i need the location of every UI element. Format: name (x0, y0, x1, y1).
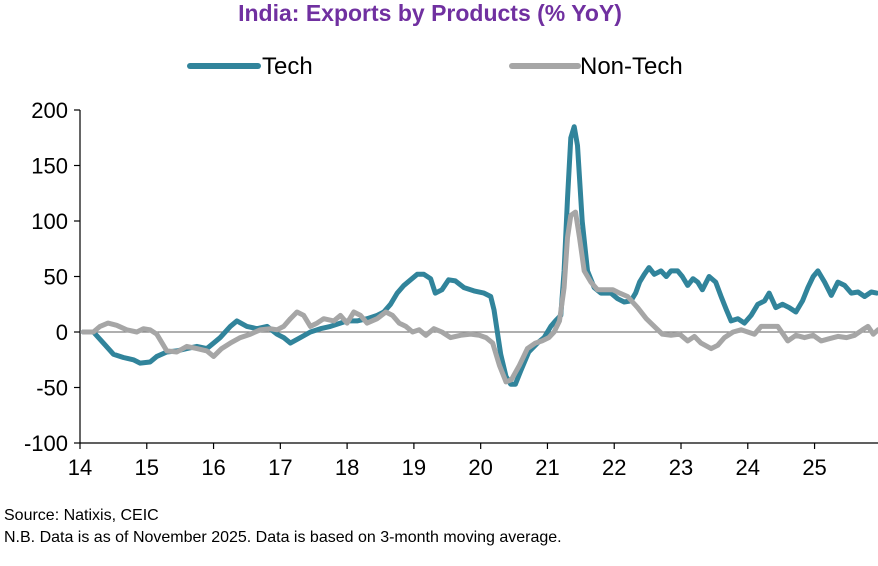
x-tick-label: 24 (736, 455, 760, 480)
y-tick-label: 0 (56, 320, 68, 345)
y-tick-label: -100 (24, 431, 68, 456)
x-tick-label: 20 (468, 455, 492, 480)
y-tick-label: 50 (44, 265, 68, 290)
x-tick-label: 22 (602, 455, 626, 480)
x-tick-label: 19 (402, 455, 426, 480)
x-tick-label: 18 (335, 455, 359, 480)
x-tick-label: 21 (535, 455, 559, 480)
y-tick-label: 150 (31, 154, 68, 179)
x-tick-label: 23 (669, 455, 693, 480)
series-group (80, 124, 878, 387)
y-tick-label: 100 (31, 209, 68, 234)
source-note: Source: Natixis, CEIC (4, 507, 159, 524)
legend: Tech Non-Tech (187, 53, 683, 80)
x-tick-label: 15 (135, 455, 159, 480)
legend-nontech-label: Non-Tech (580, 53, 683, 80)
x-tick-label: 17 (268, 455, 292, 480)
legend-tech-label: Tech (262, 53, 313, 80)
y-tick-label: 200 (31, 98, 68, 123)
x-tick-label: 16 (201, 455, 225, 480)
data-note: N.B. Data is as of November 2025. Data i… (4, 529, 562, 546)
chart-title: India: Exports by Products (% YoY) (238, 0, 622, 26)
x-axis: 14 15 16 17 18 19 20 21 22 23 24 25 (68, 331, 878, 480)
series-line-non-tech (80, 209, 878, 385)
series-line-tech (80, 124, 878, 387)
x-tick-label: 25 (802, 455, 826, 480)
y-tick-label: -50 (36, 376, 68, 401)
y-axis: 200 150 100 50 0 -50 -100 (24, 98, 81, 456)
x-tick-label: 14 (68, 455, 92, 480)
